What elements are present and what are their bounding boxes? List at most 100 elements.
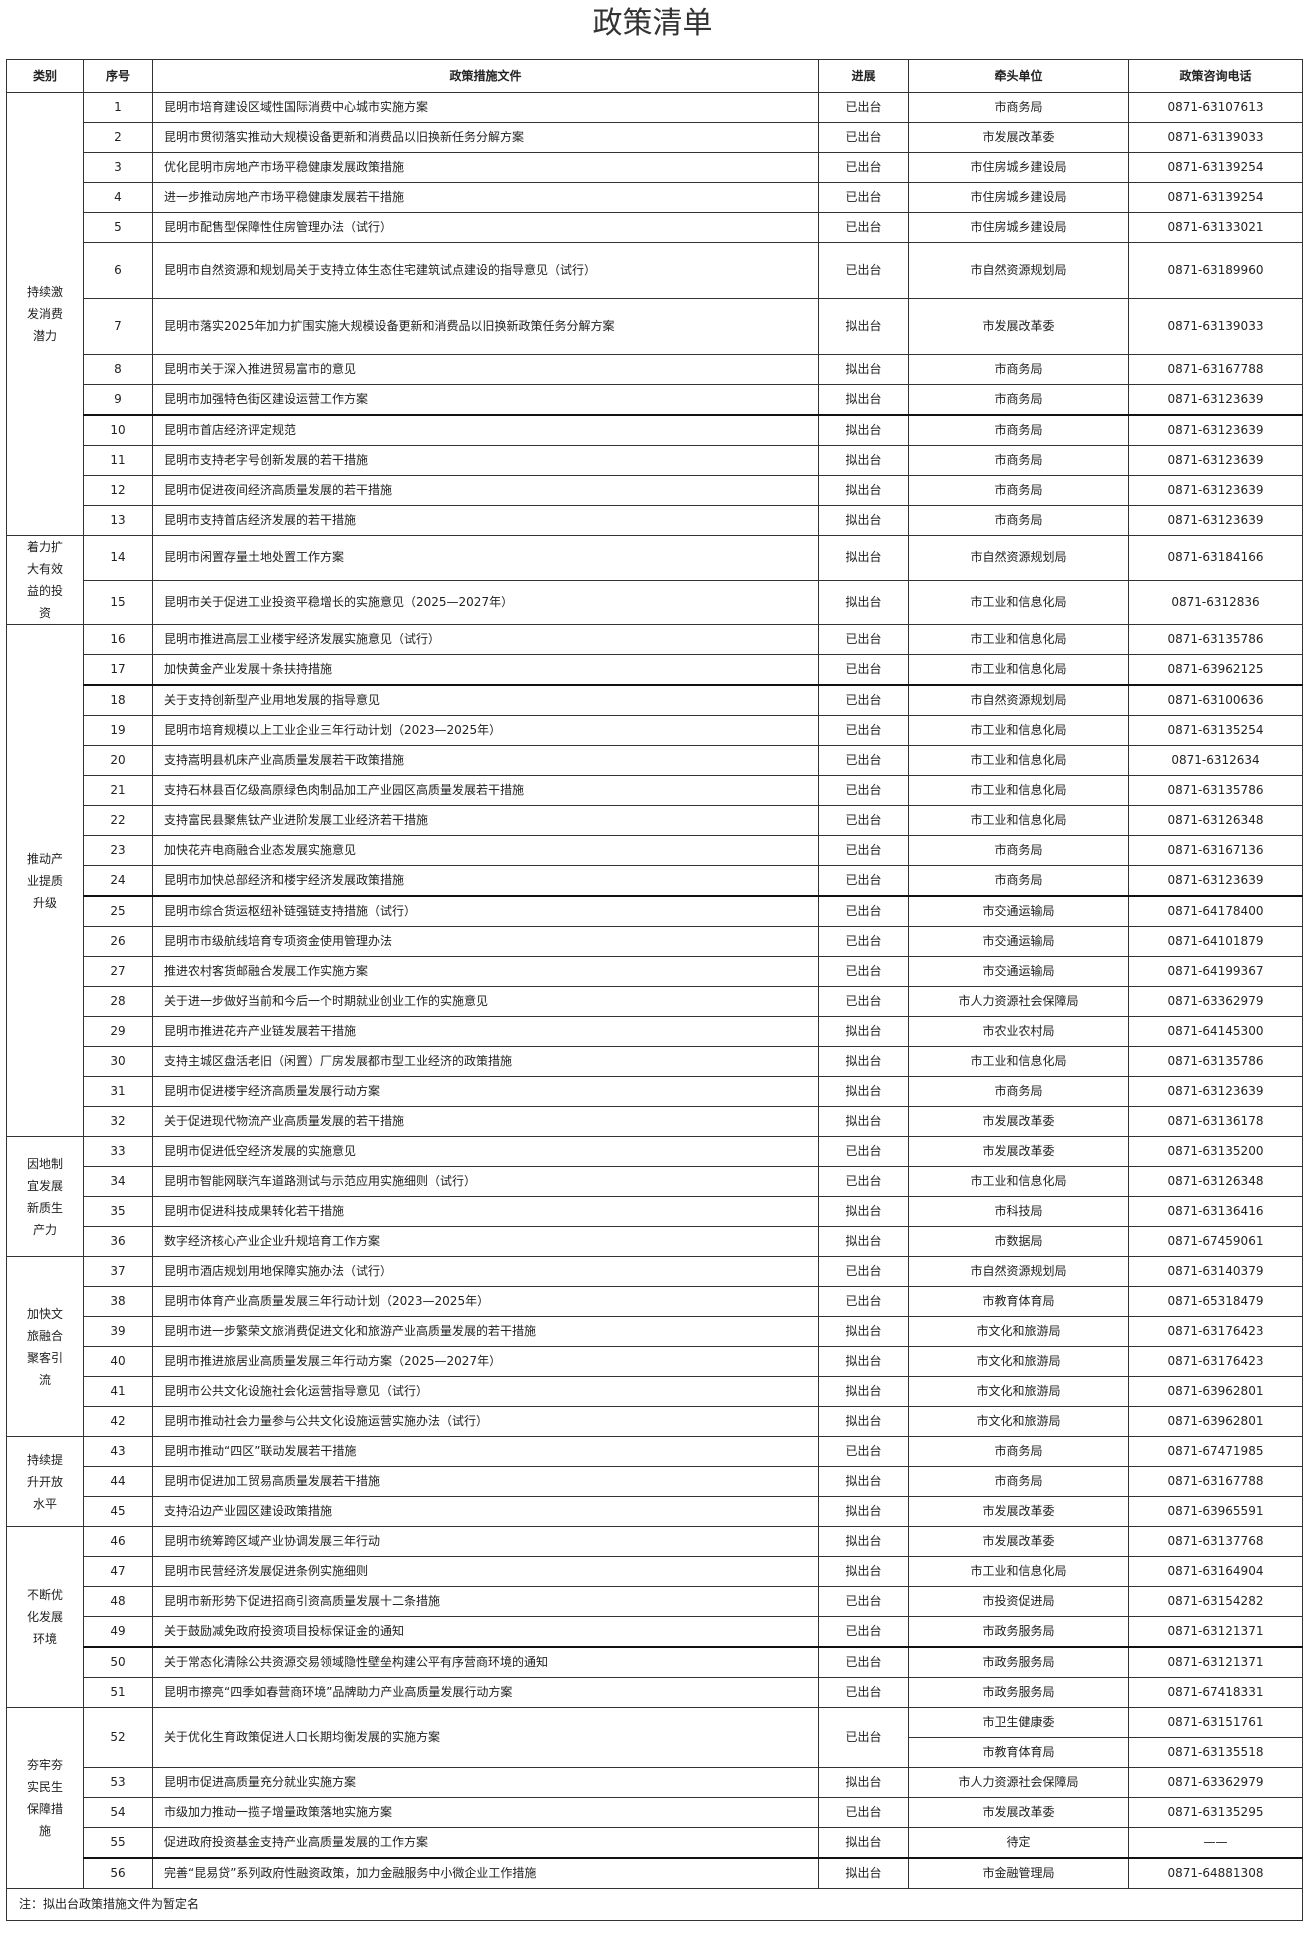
consult-phone: 0871-63137768 — [1128, 1526, 1303, 1557]
row-number: 27 — [83, 956, 153, 987]
status-cell: 拟出台 — [818, 1526, 909, 1557]
row-number: 24 — [83, 865, 153, 897]
row-number: 30 — [83, 1046, 153, 1077]
status-cell: 拟出台 — [818, 535, 909, 581]
consult-phone: 0871-63189960 — [1128, 242, 1303, 299]
consult-phone: 0871-63362979 — [1128, 986, 1303, 1017]
lead-unit: 市住房城乡建设局 — [908, 182, 1129, 213]
table-row: 持续激发消费潜力 1 昆明市培育建设区域性国际消费中心城市实施方案 已出台 市商务局 08… — [6, 92, 1303, 536]
status-cell: 拟出台 — [818, 1556, 909, 1587]
policy-document: 昆明市推动“四区”联动发展若干措施 — [152, 1436, 819, 1467]
header-number: 序号 — [83, 59, 153, 93]
policy-document: 数字经济核心产业企业升规培育工作方案 — [152, 1226, 819, 1257]
lead-unit: 市工业和信息化局 — [908, 775, 1129, 806]
status-cell: 拟出台 — [818, 1466, 909, 1497]
lead-unit: 市住房城乡建设局 — [908, 152, 1129, 183]
consult-phone: 0871-63167788 — [1128, 354, 1303, 385]
policy-document: 支持主城区盘活老旧（闲置）厂房发展都市型工业经济的政策措施 — [152, 1046, 819, 1077]
consult-phone: 0871-63123639 — [1128, 1076, 1303, 1107]
row-number: 31 — [83, 1076, 153, 1107]
table-row: 夯牢夯实民生保障措施 52 关于优化生育政策促进人口长期均衡发展的实施方案 已出台 市卫… — [6, 1707, 1303, 1889]
row-number: 36 — [83, 1226, 153, 1257]
consult-phone: 0871-67471985 — [1128, 1436, 1303, 1467]
policy-document: 进一步推动房地产市场平稳健康发展若干措施 — [152, 182, 819, 213]
table-row: 10 昆明市首店经济评定规范 拟出台 市商务局 0871-63123639 — [7, 414, 1303, 446]
status-cell: 已出台 — [818, 1136, 909, 1167]
header-status: 进展 — [818, 59, 909, 93]
lead-unit: 市发展改革委 — [908, 1106, 1129, 1137]
consult-phone: 0871-63140379 — [1128, 1256, 1303, 1287]
status-cell: 拟出台 — [818, 1196, 909, 1227]
lead-unit: 市政务服务局 — [908, 1677, 1129, 1708]
lead-unit: 市商务局 — [908, 1076, 1129, 1107]
row-number: 18 — [83, 684, 153, 716]
lead-unit: 市自然资源规划局 — [908, 535, 1129, 581]
status-cell: 已出台 — [818, 1616, 909, 1648]
status-cell: 已出台 — [818, 865, 909, 897]
footnote: 注：拟出台政策措施文件为暂定名 — [6, 1888, 1303, 1921]
row-number: 48 — [83, 1586, 153, 1617]
row-number: 52 — [83, 1707, 153, 1768]
lead-unit: 市商务局 — [908, 354, 1129, 385]
table-row: 23 加快花卉电商融合业态发展实施意见 已出台 市商务局 0871-63167136 — [7, 835, 1303, 866]
status-cell: 已出台 — [818, 1286, 909, 1317]
consult-phone: 0871-64199367 — [1128, 956, 1303, 987]
policy-document: 昆明市关于深入推进贸易富市的意见 — [152, 354, 819, 385]
policy-document: 昆明市培育规模以上工业企业三年行动计划（2023—2025年） — [152, 715, 819, 746]
policy-document: 昆明市闲置存量土地处置工作方案 — [152, 535, 819, 581]
status-cell: 已出台 — [818, 212, 909, 243]
status-cell: 拟出台 — [818, 1316, 909, 1347]
lead-unit: 市投资促进局 — [908, 1586, 1129, 1617]
table-row: 22 支持富民县聚焦钛产业进阶发展工业经济若干措施 已出台 市工业和信息化局 0871-… — [7, 805, 1303, 836]
category-cell: 持续激发消费潜力 — [6, 92, 84, 536]
status-cell: 已出台 — [818, 805, 909, 836]
consult-phone: 0871-63135200 — [1128, 1136, 1303, 1167]
category-cell: 着力扩大有效益的投资 — [6, 535, 84, 625]
header-row: 类别 序号 政策措施文件 进展 牵头单位 政策咨询电话 — [6, 59, 1303, 93]
row-number: 1 — [83, 92, 153, 123]
row-number: 3 — [83, 152, 153, 183]
policy-document: 关于支持创新型产业用地发展的指导意见 — [152, 684, 819, 716]
row-number: 15 — [83, 579, 153, 625]
table-row: 31 昆明市促进楼宇经济高质量发展行动方案 拟出台 市商务局 0871-63123639 — [7, 1076, 1303, 1107]
status-cell: 已出台 — [818, 1797, 909, 1828]
table-row: 53 昆明市促进高质量充分就业实施方案 拟出台 市人力资源社会保障局 0871-6336… — [7, 1767, 1303, 1798]
status-cell: 已出台 — [818, 152, 909, 183]
row-number: 39 — [83, 1316, 153, 1347]
policy-document: 市级加力推动一揽子增量政策落地实施方案 — [152, 1797, 819, 1828]
lead-unit: 市文化和旅游局 — [908, 1406, 1129, 1437]
consult-phone: 0871-63126348 — [1128, 1166, 1303, 1197]
lead-unit: 市发展改革委 — [908, 1797, 1129, 1828]
policy-document: 昆明市促进楼宇经济高质量发展行动方案 — [152, 1076, 819, 1107]
lead-unit: 市商务局 — [908, 865, 1129, 897]
table-row: 26 昆明市市级航线培育专项资金使用管理办法 已出台 市交通运输局 0871-64101… — [7, 926, 1303, 957]
lead-unit: 市交通运输局 — [908, 956, 1129, 987]
status-cell: 已出台 — [818, 242, 909, 299]
policy-document: 关于促进现代物流产业高质量发展的若干措施 — [152, 1106, 819, 1137]
consult-phone: 0871-63151761 — [1128, 1707, 1303, 1738]
table-row: 54 市级加力推动一揽子增量政策落地实施方案 已出台 市发展改革委 0871-63135… — [7, 1797, 1303, 1828]
row-number: 49 — [83, 1616, 153, 1648]
table-row: 41 昆明市公共文化设施社会化运营指导意见（试行） 拟出台 市文化和旅游局 0871-6… — [7, 1376, 1303, 1407]
lead-unit: 市交通运输局 — [908, 926, 1129, 957]
table-row: 推动产业提质升级 16 昆明市推进高层工业楼宇经济发展实施意见（试行） 已出台 市工业和… — [6, 624, 1303, 1137]
lead-unit: 市农业农村局 — [908, 1016, 1129, 1047]
row-number: 22 — [83, 805, 153, 836]
category-cell: 不断优化发展环境 — [6, 1526, 84, 1708]
table-row: 32 关于促进现代物流产业高质量发展的若干措施 拟出台 市发展改革委 0871-6313… — [7, 1106, 1303, 1137]
table-row: 35 昆明市促进科技成果转化若干措施 拟出台 市科技局 0871-63136416 — [7, 1196, 1303, 1227]
status-cell: 已出台 — [818, 1586, 909, 1617]
policy-document: 昆明市新形势下促进招商引资高质量发展十二条措施 — [152, 1586, 819, 1617]
page-title: 政策清单 — [592, 6, 713, 41]
table-row: 47 昆明市民营经济发展促进条例实施细则 拟出台 市工业和信息化局 0871-63164… — [7, 1556, 1303, 1587]
consult-phone: 0871-63135295 — [1128, 1797, 1303, 1828]
table-row: 5 昆明市配售型保障性住房管理办法（试行） 已出台 市住房城乡建设局 0871-6313… — [7, 212, 1303, 243]
row-number: 40 — [83, 1346, 153, 1377]
lead-unit: 市工业和信息化局 — [908, 1046, 1129, 1077]
status-cell: 已出台 — [818, 956, 909, 987]
row-number: 53 — [83, 1767, 153, 1798]
consult-phone: 0871-63135786 — [1128, 624, 1303, 655]
consult-phone: 0871-63136178 — [1128, 1106, 1303, 1137]
table-row: 25 昆明市综合货运枢纽补链强链支持措施（试行） 已出台 市交通运输局 0871-641… — [7, 895, 1303, 927]
table-row: 21 支持石林县百亿级高原绿色肉制品加工产业园区高质量发展若干措施 已出台 市工业和信… — [7, 775, 1303, 806]
